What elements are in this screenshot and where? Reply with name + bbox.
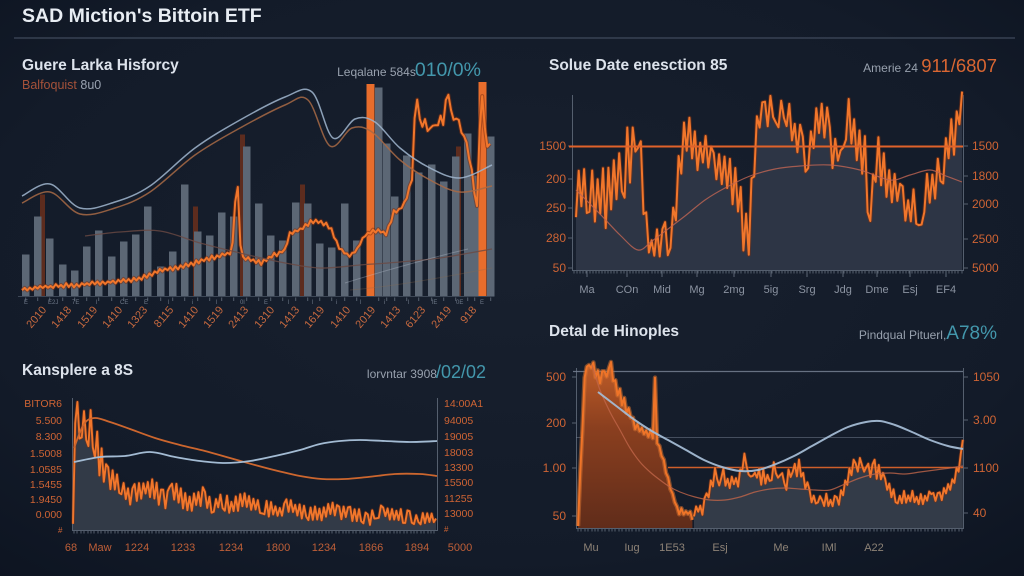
svg-text:0E: 0E [456, 300, 463, 306]
svg-text:Maw: Maw [88, 542, 111, 554]
svg-text:1E53: 1E53 [659, 542, 685, 554]
svg-text:Dme: Dme [865, 284, 888, 296]
svg-text:EF4: EF4 [936, 284, 956, 296]
svg-text:8.300: 8.300 [36, 431, 62, 443]
svg-text:l: l [288, 300, 289, 306]
svg-text:1233: 1233 [171, 542, 195, 554]
svg-text:18003: 18003 [444, 447, 473, 459]
svg-text:Balfoquist 8u0: Balfoquist 8u0 [22, 78, 101, 92]
svg-text:Solue Date enesction 85: Solue Date enesction 85 [549, 57, 728, 74]
svg-text:1.5455: 1.5455 [30, 479, 62, 491]
svg-text:Jdg: Jdg [834, 284, 852, 296]
svg-text:1500: 1500 [539, 139, 566, 153]
svg-text:Esj: Esj [902, 284, 917, 296]
svg-text:Esj: Esj [712, 542, 727, 554]
svg-text:i: i [192, 300, 193, 306]
svg-text:lorvntar 3908/02/02: lorvntar 3908/02/02 [367, 362, 486, 382]
svg-text:i: i [384, 300, 385, 306]
svg-text:7E: 7E [72, 300, 79, 306]
svg-text:i: i [336, 300, 337, 306]
svg-text:2mg: 2mg [723, 284, 744, 296]
svg-text:COn: COn [616, 284, 639, 296]
svg-text:40: 40 [973, 506, 987, 520]
svg-text:13000: 13000 [444, 508, 473, 520]
svg-text:CE: CE [120, 300, 128, 306]
svg-text:1234: 1234 [312, 542, 336, 554]
svg-text:Me: Me [773, 542, 788, 554]
svg-text:0l: 0l [240, 300, 245, 306]
svg-text:5ig: 5ig [764, 284, 779, 296]
svg-text:200: 200 [546, 416, 566, 430]
svg-text:1800: 1800 [972, 169, 999, 183]
svg-text:BITOR6: BITOR6 [24, 398, 62, 410]
svg-text:Mid: Mid [653, 284, 671, 296]
svg-text:SAD Miction's Bittoin ETF: SAD Miction's Bittoin ETF [22, 5, 262, 27]
svg-text:15500: 15500 [444, 477, 473, 489]
svg-text:2500: 2500 [972, 232, 999, 246]
svg-text:Detal de Hinoples: Detal de Hinoples [549, 323, 679, 340]
svg-text:1800: 1800 [266, 542, 290, 554]
svg-text:E: E [264, 300, 268, 306]
svg-text:A22: A22 [864, 542, 884, 554]
svg-text:Kansplere a 8S: Kansplere a 8S [22, 362, 133, 379]
svg-text:250: 250 [546, 201, 566, 215]
svg-text:lE: lE [432, 300, 437, 306]
svg-text:1.5008: 1.5008 [30, 448, 62, 460]
svg-text:1500: 1500 [972, 139, 999, 153]
svg-text:E: E [480, 300, 484, 306]
svg-text:3.00: 3.00 [973, 413, 997, 427]
svg-text:1234: 1234 [219, 542, 243, 554]
svg-text:1.9450: 1.9450 [30, 494, 62, 506]
svg-text:Guere Larka Hisforcy: Guere Larka Hisforcy [22, 57, 179, 74]
svg-text:2000: 2000 [972, 197, 999, 211]
svg-text:14:00A1: 14:00A1 [444, 398, 483, 410]
svg-text:Amerie 24 911/6807: Amerie 24 911/6807 [863, 55, 997, 76]
svg-text:94005: 94005 [444, 415, 473, 427]
svg-text:Srg: Srg [798, 284, 815, 296]
svg-text:1.0585: 1.0585 [30, 464, 62, 476]
svg-text:Mu: Mu [583, 542, 598, 554]
svg-text:l: l [360, 300, 361, 306]
svg-text:0.000: 0.000 [36, 509, 62, 521]
svg-text:500: 500 [546, 370, 566, 384]
svg-text:E: E [144, 300, 148, 306]
svg-text:l: l [96, 300, 97, 306]
svg-text:Mg: Mg [689, 284, 704, 296]
svg-text:Pindqual Pituerl,A78%: Pindqual Pituerl,A78% [859, 323, 997, 344]
svg-text:5000: 5000 [448, 542, 472, 554]
svg-text:1224: 1224 [125, 542, 149, 554]
svg-text:l: l [408, 300, 409, 306]
svg-text:IMl: IMl [822, 542, 837, 554]
svg-text:#: # [444, 525, 449, 534]
svg-text:l: l [312, 300, 313, 306]
svg-text:280: 280 [546, 231, 566, 245]
svg-text:1050: 1050 [973, 370, 1000, 384]
svg-text:200: 200 [546, 172, 566, 186]
svg-text:E2J: E2J [48, 300, 58, 306]
svg-text:1866: 1866 [359, 542, 383, 554]
svg-text:11255: 11255 [444, 493, 473, 505]
svg-text:#: # [58, 526, 63, 535]
svg-text:50: 50 [553, 261, 567, 275]
svg-text:5000: 5000 [972, 261, 999, 275]
svg-text:13300: 13300 [444, 462, 473, 474]
svg-text:Iug: Iug [624, 542, 639, 554]
svg-text:l: l [216, 300, 217, 306]
svg-text:1100: 1100 [973, 461, 999, 475]
svg-text:Ma: Ma [579, 284, 595, 296]
svg-text:50: 50 [553, 509, 567, 523]
svg-text:E: E [24, 300, 28, 306]
svg-text:5.500: 5.500 [36, 415, 62, 427]
svg-text:1894: 1894 [405, 542, 429, 554]
svg-text:Leqalane 584s010/0%: Leqalane 584s010/0% [337, 59, 481, 81]
svg-text:68: 68 [65, 542, 77, 554]
svg-text:l: l [168, 300, 169, 306]
svg-text:1.00: 1.00 [543, 461, 567, 475]
svg-text:19005: 19005 [444, 431, 473, 443]
